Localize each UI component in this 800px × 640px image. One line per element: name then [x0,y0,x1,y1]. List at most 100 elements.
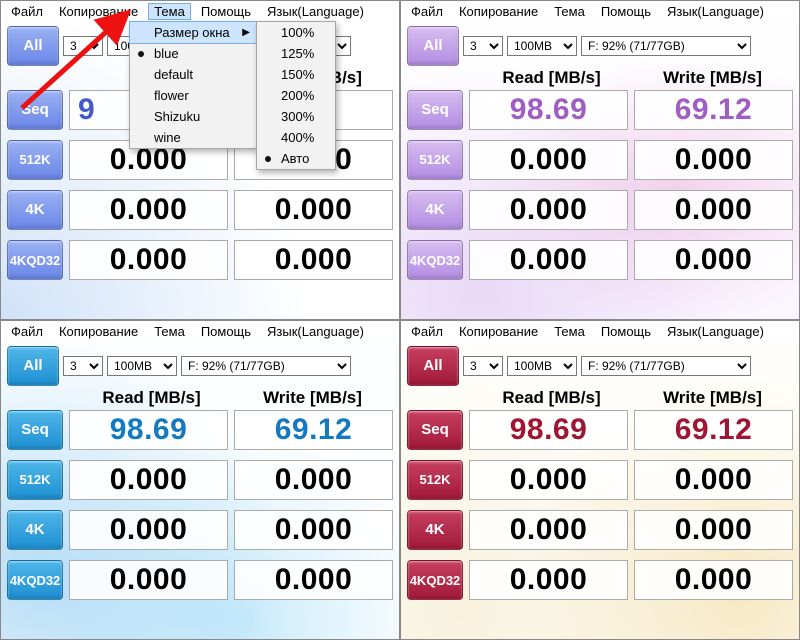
row-4k: 4K0.0000.000 [7,510,393,554]
theme-option-flower[interactable]: flower [130,85,256,106]
4k-button[interactable]: 4K [7,510,63,550]
header-write: Write [MB/s] [632,68,793,88]
4k-button[interactable]: 4K [407,190,463,230]
drive-select[interactable]: F: 92% (71/77GB) [581,36,751,56]
512k-write-value: 0.000 [634,140,793,180]
drive-select[interactable]: F: 92% (71/77GB) [581,356,751,376]
all-button[interactable]: All [7,346,59,386]
seq-read-value: 98.69 [69,410,228,450]
4kqd32-button[interactable]: 4KQD32 [407,560,463,600]
menu-язык(language)[interactable]: Язык(Language) [661,323,770,340]
menubar: ФайлКопированиеТемаПомощьЯзык(Language) [401,1,799,22]
4kqd32-button[interactable]: 4KQD32 [7,240,63,280]
4k-read-value: 0.000 [69,510,228,550]
count-select[interactable]: 12345 [63,356,103,376]
512k-button[interactable]: 512K [7,140,63,180]
row-512k: 512K0.0000.000 [407,460,793,504]
theme-option-default[interactable]: default [130,64,256,85]
4k-write-value: 0.000 [634,190,793,230]
512k-button[interactable]: 512K [407,140,463,180]
row-4k: 4K0.0000.000 [7,190,393,234]
size-select[interactable]: 50MB100MB500MB1000MB [107,356,177,376]
drive-select[interactable]: F: 92% (71/77GB) [181,356,351,376]
menu-файл[interactable]: Файл [5,323,49,340]
menu-тема[interactable]: Тема [548,3,591,20]
menu-тема[interactable]: Тема [148,3,191,20]
panel-2: ФайлКопированиеТемаПомощьЯзык(Language) A… [0,320,400,640]
column-headers: Read [MB/s]Write [MB/s] [401,388,799,408]
count-select[interactable]: 12345 [463,36,503,56]
size-option-400%[interactable]: 400% [257,127,335,148]
size-option-300%[interactable]: 300% [257,106,335,127]
theme-option-wine[interactable]: wine [130,127,256,148]
4k-button[interactable]: 4K [407,510,463,550]
menubar: ФайлКопированиеТемаПомощьЯзык(Language) [1,1,399,22]
4kqd32-button[interactable]: 4KQD32 [7,560,63,600]
4kqd32-button[interactable]: 4KQD32 [407,240,463,280]
menu-файл[interactable]: Файл [5,3,49,20]
4kqd32-read-value: 0.000 [469,240,628,280]
all-button[interactable]: All [407,346,459,386]
4k-button[interactable]: 4K [7,190,63,230]
row-512k: 512K0.0000.000 [7,460,393,504]
menu-копирование[interactable]: Копирование [53,323,144,340]
menu-помощь[interactable]: Помощь [195,323,257,340]
4k-read-value: 0.000 [469,190,628,230]
menubar: ФайлКопированиеТемаПомощьЯзык(Language) [1,321,399,342]
seq-read-value: 98.69 [469,410,628,450]
512k-button[interactable]: 512K [407,460,463,500]
header-write: Write [MB/s] [232,388,393,408]
seq-button[interactable]: Seq [407,90,463,130]
512k-read-value: 0.000 [69,460,228,500]
header-read: Read [MB/s] [71,388,232,408]
row-seq: Seq98.6969.12 [407,410,793,454]
size-option-125%[interactable]: 125% [257,43,335,64]
4k-write-value: 0.000 [634,510,793,550]
count-select[interactable]: 12345 [463,356,503,376]
all-button[interactable]: All [407,26,459,66]
menu-файл[interactable]: Файл [405,3,449,20]
menu-язык(language)[interactable]: Язык(Language) [261,323,370,340]
size-option-100%[interactable]: 100% [257,22,335,43]
size-option-150%[interactable]: 150% [257,64,335,85]
4k-read-value: 0.000 [469,510,628,550]
menu-помощь[interactable]: Помощь [195,3,257,20]
row-4kqd32: 4KQD320.0000.000 [7,240,393,284]
dd-window-size[interactable]: Размер окна▶100%125%150%200%300%400%Авто [129,21,257,44]
size-submenu[interactable]: 100%125%150%200%300%400%Авто [256,21,336,170]
512k-read-value: 0.000 [469,140,628,180]
row-4k: 4K0.0000.000 [407,510,793,554]
512k-write-value: 0.000 [234,460,393,500]
menu-копирование[interactable]: Копирование [453,3,544,20]
512k-button[interactable]: 512K [7,460,63,500]
size-select[interactable]: 50MB100MB500MB1000MB [507,356,577,376]
size-select[interactable]: 50MB100MB500MB1000MB [507,36,577,56]
seq-write-value: 69.12 [634,410,793,450]
size-option-200%[interactable]: 200% [257,85,335,106]
menu-помощь[interactable]: Помощь [595,323,657,340]
rows: Seq98.6969.12512K0.0000.0004K0.0000.0004… [1,408,399,610]
menu-язык(language)[interactable]: Язык(Language) [661,3,770,20]
seq-button[interactable]: Seq [7,410,63,450]
seq-button[interactable]: Seq [7,90,63,130]
count-select[interactable]: 12345 [63,36,103,56]
menu-копирование[interactable]: Копирование [453,323,544,340]
seq-write-value: 69.12 [634,90,793,130]
menu-файл[interactable]: Файл [405,323,449,340]
top-row: All1234550MB100MB500MB1000MBF: 92% (71/7… [401,22,799,68]
theme-dropdown[interactable]: Размер окна▶100%125%150%200%300%400%Авто… [129,21,257,149]
menu-тема[interactable]: Тема [548,323,591,340]
menu-тема[interactable]: Тема [148,323,191,340]
row-512k: 512K0.0000.000 [407,140,793,184]
panel-0: ФайлКопированиеТемаПомощьЯзык(Language) A… [0,0,400,320]
all-button[interactable]: All [7,26,59,66]
menu-копирование[interactable]: Копирование [53,3,144,20]
menu-помощь[interactable]: Помощь [595,3,657,20]
seq-button[interactable]: Seq [407,410,463,450]
size-option-Авто[interactable]: Авто [257,148,335,169]
theme-option-Shizuku[interactable]: Shizuku [130,106,256,127]
4k-write-value: 0.000 [234,510,393,550]
menu-язык(language)[interactable]: Язык(Language) [261,3,370,20]
seq-write-value: 69.12 [234,410,393,450]
theme-option-blue[interactable]: blue [130,43,256,64]
